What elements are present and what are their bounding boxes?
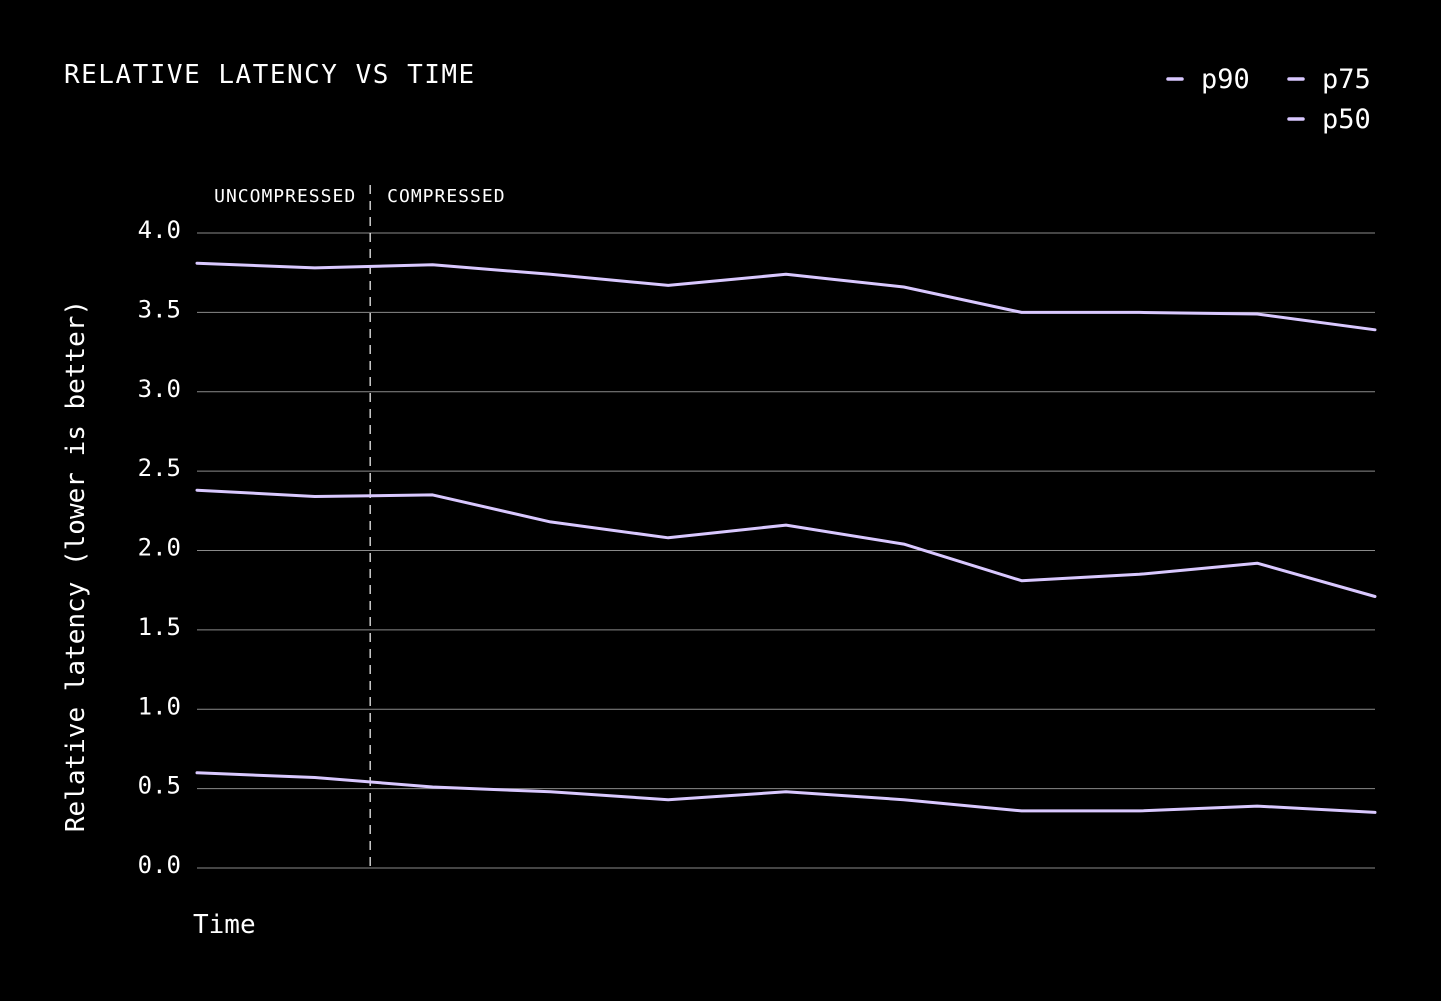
y-tick-label: 2.5 xyxy=(138,454,181,482)
phase-divider: UNCOMPRESSED COMPRESSED xyxy=(214,185,505,868)
y-tick-label: 1.0 xyxy=(138,692,181,720)
gridlines xyxy=(197,232,1375,869)
series-lines xyxy=(195,261,1377,814)
y-tick-label: 0.0 xyxy=(138,851,181,879)
legend: p90 p75 p50 xyxy=(1166,64,1371,135)
y-tick-label: 2.0 xyxy=(138,534,181,562)
compressed-label: COMPRESSED xyxy=(387,186,505,207)
y-tick-label: 3.0 xyxy=(138,375,181,403)
series-line-p50 xyxy=(195,771,1377,814)
series-line-p90 xyxy=(195,261,1377,332)
legend-label-p50: p50 xyxy=(1322,104,1371,135)
legend-label-p75: p75 xyxy=(1322,64,1371,95)
x-axis-title: Time xyxy=(193,910,256,940)
y-tick-label: 1.5 xyxy=(138,613,181,641)
y-tick-label: 0.5 xyxy=(138,772,181,800)
y-axis-title: Relative latency (lower is better) xyxy=(61,300,91,832)
chart-title: RELATIVE LATENCY VS TIME xyxy=(64,60,476,90)
uncompressed-label: UNCOMPRESSED xyxy=(214,186,356,207)
legend-label-p90: p90 xyxy=(1201,64,1250,95)
y-tick-label: 3.5 xyxy=(138,295,181,323)
y-axis-ticks: 0.0 0.5 1.0 1.5 2.0 2.5 3.0 3.5 4.0 xyxy=(138,216,181,879)
series-line-p75 xyxy=(195,488,1377,598)
y-tick-label: 4.0 xyxy=(138,216,181,244)
